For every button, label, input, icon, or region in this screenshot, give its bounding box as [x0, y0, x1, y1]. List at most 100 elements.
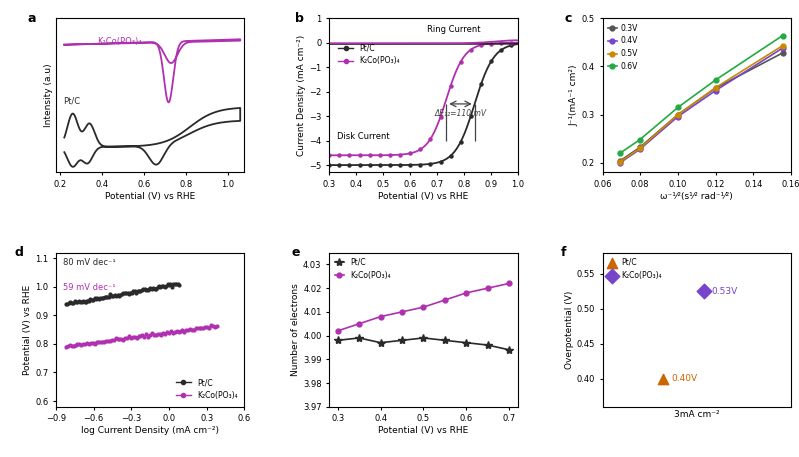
Point: [115, 290, 128, 298]
Point: [157, 329, 169, 337]
Y-axis label: Current Density (mA cm⁻²): Current Density (mA cm⁻²): [297, 35, 307, 156]
0.3V: [777, 50, 787, 56]
Point: [127, 287, 140, 295]
Pt/C: [355, 335, 364, 341]
Text: f: f: [561, 246, 566, 260]
Point: [133, 287, 145, 295]
Legend: Pt/C, K₂Co(PO₃)₄: Pt/C, K₂Co(PO₃)₄: [606, 256, 664, 281]
Point: [113, 335, 125, 343]
X-axis label: ω⁻¹⁄²(s¹⁄² rad⁻¹⁄²): ω⁻¹⁄²(s¹⁄² rad⁻¹⁄²): [661, 192, 733, 201]
Point: [130, 334, 143, 341]
Y-axis label: Number of electrons: Number of electrons: [291, 283, 300, 376]
Point: [93, 296, 105, 303]
Point: [80, 298, 93, 306]
Point: [107, 293, 120, 300]
Point: [131, 287, 144, 294]
Point: [180, 326, 193, 334]
Point: [125, 289, 138, 296]
Point: [120, 290, 133, 297]
Point: [122, 332, 135, 340]
Point: [170, 327, 183, 335]
Point: [73, 340, 85, 348]
Point: [115, 335, 128, 343]
Point: [191, 325, 204, 332]
Point: [62, 299, 75, 307]
Line: K₂Co(PO₃)₄: K₂Co(PO₃)₄: [336, 281, 511, 333]
Point: [151, 330, 164, 338]
Point: [121, 290, 134, 297]
Text: 59 mV dec⁻¹: 59 mV dec⁻¹: [63, 282, 116, 292]
Point: [209, 324, 221, 331]
Point: [181, 326, 194, 334]
Point: [97, 295, 109, 302]
Point: [122, 290, 135, 298]
Point: [95, 294, 108, 301]
Point: [88, 294, 101, 301]
Text: c: c: [565, 12, 572, 25]
K₂Co(PO₃)₄: [397, 309, 407, 314]
0.5V: [635, 146, 645, 151]
Point: [77, 297, 89, 304]
Point: [171, 280, 184, 287]
Pt/C: [419, 335, 428, 341]
Point: [87, 297, 100, 304]
Pt/C: [657, 375, 670, 383]
Text: d: d: [14, 246, 23, 260]
Point: [74, 298, 86, 306]
Point: [163, 329, 176, 337]
Point: [100, 294, 113, 301]
Point: [203, 324, 216, 331]
Point: [67, 299, 80, 307]
Point: [141, 286, 154, 293]
Point: [149, 331, 162, 339]
Point: [94, 338, 107, 345]
0.3V: [711, 85, 721, 91]
Y-axis label: Potential (V) vs RHE: Potential (V) vs RHE: [23, 285, 32, 375]
K₂Co(PO₃)₄: [504, 281, 514, 286]
Pt/C: [462, 340, 471, 345]
Point: [161, 281, 174, 288]
Point: [63, 341, 76, 348]
Point: [165, 327, 177, 335]
Point: [78, 299, 91, 306]
Point: [163, 282, 176, 289]
Text: Disk Current: Disk Current: [336, 132, 389, 140]
Point: [140, 331, 153, 338]
Point: [61, 300, 74, 308]
Point: [97, 339, 110, 346]
Point: [107, 336, 120, 343]
X-axis label: 3mA cm⁻²: 3mA cm⁻²: [674, 409, 720, 419]
Point: [173, 282, 185, 289]
Point: [197, 325, 210, 332]
Point: [144, 284, 157, 292]
Point: [153, 330, 166, 338]
Point: [136, 286, 149, 293]
Text: Ring Current: Ring Current: [427, 25, 481, 34]
Point: [64, 298, 77, 306]
X-axis label: Potential (V) vs RHE: Potential (V) vs RHE: [105, 192, 195, 201]
Point: [170, 281, 183, 288]
Point: [60, 300, 73, 308]
0.3V: [635, 144, 645, 150]
Point: [104, 291, 117, 298]
Point: [73, 298, 85, 305]
0.3V: [615, 158, 625, 164]
Point: [165, 283, 178, 291]
Point: [184, 325, 197, 333]
Point: [195, 324, 208, 331]
Point: [205, 322, 217, 329]
Point: [176, 326, 189, 333]
0.4V: [711, 88, 721, 93]
0.3V: [673, 112, 682, 117]
Point: [92, 338, 105, 345]
Point: [70, 298, 82, 305]
Point: [75, 341, 88, 348]
Point: [157, 282, 169, 290]
Point: [132, 332, 145, 339]
Pt/C: [483, 342, 492, 348]
Point: [149, 285, 162, 292]
Point: [86, 340, 99, 347]
Line: 0.3V: 0.3V: [618, 51, 785, 163]
0.6V: [673, 105, 682, 110]
Point: [101, 337, 114, 345]
